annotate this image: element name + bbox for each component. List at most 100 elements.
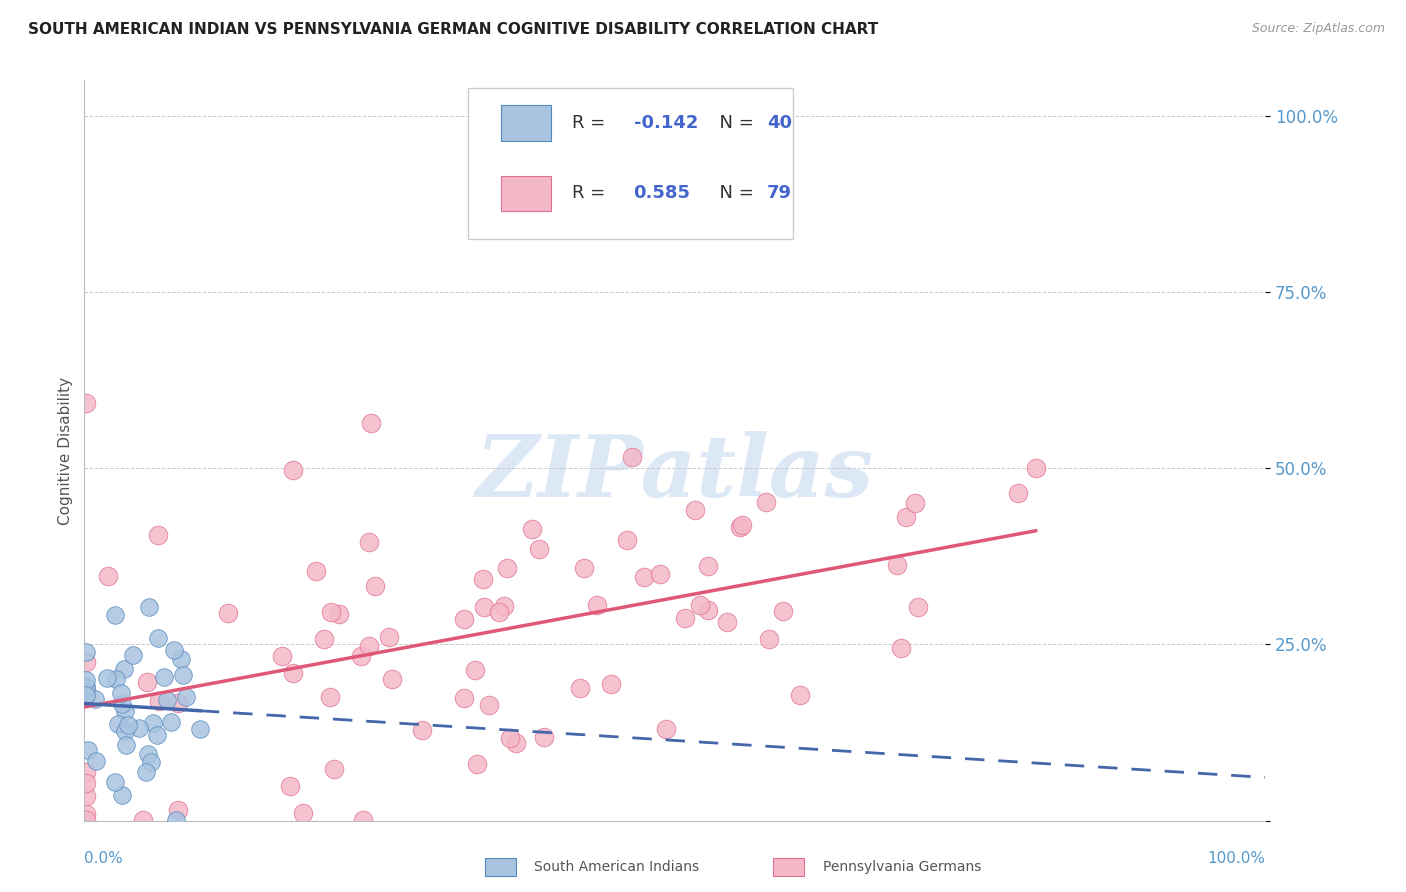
Point xyxy=(689,598,711,612)
Point xyxy=(411,723,433,737)
FancyBboxPatch shape xyxy=(468,87,793,239)
Point xyxy=(381,672,404,686)
Point xyxy=(111,789,134,803)
Point xyxy=(314,632,336,646)
Point xyxy=(96,671,118,685)
Text: 0.585: 0.585 xyxy=(634,185,690,202)
Text: Pennsylvania Germans: Pennsylvania Germans xyxy=(823,860,981,874)
Text: SOUTH AMERICAN INDIAN VS PENNSYLVANIA GERMAN COGNITIVE DISABILITY CORRELATION CH: SOUTH AMERICAN INDIAN VS PENNSYLVANIA GE… xyxy=(28,22,879,37)
Point xyxy=(75,789,97,803)
Point xyxy=(478,698,501,712)
Point xyxy=(568,681,591,695)
Point xyxy=(132,813,155,827)
Point xyxy=(75,688,97,702)
Point xyxy=(305,565,328,579)
Point xyxy=(75,813,97,827)
Point xyxy=(76,743,98,757)
Point xyxy=(572,561,595,575)
Point xyxy=(758,632,780,646)
Point xyxy=(135,764,157,779)
Point xyxy=(352,813,374,827)
Text: N =: N = xyxy=(709,114,759,132)
Point xyxy=(122,648,145,663)
Point xyxy=(166,696,188,710)
Point xyxy=(75,681,97,695)
Text: -0.142: -0.142 xyxy=(634,114,697,132)
Point xyxy=(111,697,134,711)
Point xyxy=(271,648,294,663)
Point xyxy=(453,690,475,705)
Point xyxy=(141,755,163,769)
Point xyxy=(138,747,160,761)
Text: ZIPatlas: ZIPatlas xyxy=(475,431,875,515)
Point xyxy=(505,736,527,750)
Point xyxy=(499,731,522,746)
Point xyxy=(75,645,97,659)
Point xyxy=(697,558,720,573)
Point xyxy=(907,600,929,615)
Point xyxy=(107,717,129,731)
Point xyxy=(648,566,671,581)
FancyBboxPatch shape xyxy=(502,176,551,211)
Point xyxy=(464,663,486,677)
Point xyxy=(170,652,193,666)
Text: South American Indians: South American Indians xyxy=(534,860,699,874)
Point xyxy=(471,572,494,586)
Point xyxy=(75,673,97,687)
Text: R =: R = xyxy=(572,114,612,132)
Point xyxy=(152,670,174,684)
Point xyxy=(83,692,105,706)
Point xyxy=(75,807,97,822)
Point xyxy=(359,535,381,549)
Point xyxy=(75,688,97,702)
Text: 100.0%: 100.0% xyxy=(1208,851,1265,866)
Point xyxy=(112,662,135,676)
Point xyxy=(599,676,621,690)
Point xyxy=(114,704,136,718)
Point xyxy=(188,722,211,736)
Point xyxy=(890,640,912,655)
Point xyxy=(633,570,655,584)
Point xyxy=(472,600,495,615)
Point xyxy=(621,450,644,464)
Point xyxy=(488,606,510,620)
Point xyxy=(716,615,738,629)
Point xyxy=(146,527,169,541)
Point xyxy=(114,738,136,752)
Point xyxy=(357,639,380,653)
Point xyxy=(492,599,515,613)
Point xyxy=(148,694,170,708)
Point xyxy=(75,395,97,409)
Point xyxy=(75,683,97,698)
Point xyxy=(904,496,927,510)
Point xyxy=(894,509,917,524)
Point xyxy=(283,665,305,680)
Point xyxy=(697,603,720,617)
Point xyxy=(616,533,638,548)
Point xyxy=(377,630,399,644)
Point xyxy=(731,518,754,533)
Point xyxy=(114,724,136,739)
Text: 40: 40 xyxy=(768,114,792,132)
Point xyxy=(363,579,385,593)
Point xyxy=(146,631,169,645)
Point xyxy=(163,642,186,657)
Point xyxy=(105,673,128,687)
Point xyxy=(75,679,97,693)
Point xyxy=(495,560,517,574)
Point xyxy=(104,607,127,622)
Point xyxy=(217,606,239,620)
Point xyxy=(160,714,183,729)
Point xyxy=(128,721,150,735)
Point xyxy=(350,649,373,664)
Point xyxy=(75,655,97,669)
Point xyxy=(728,519,751,533)
Point xyxy=(165,813,187,827)
Point xyxy=(142,716,165,731)
Text: R =: R = xyxy=(572,185,612,202)
Point xyxy=(360,417,382,431)
Point xyxy=(84,754,107,768)
Point xyxy=(1025,461,1047,475)
Point xyxy=(167,804,190,818)
Point xyxy=(533,730,555,744)
